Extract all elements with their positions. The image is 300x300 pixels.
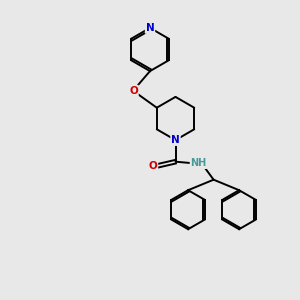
Text: N: N xyxy=(171,135,180,145)
Text: O: O xyxy=(129,85,138,96)
Text: O: O xyxy=(148,161,158,171)
Text: NH: NH xyxy=(190,158,207,168)
Text: N: N xyxy=(146,23,154,33)
